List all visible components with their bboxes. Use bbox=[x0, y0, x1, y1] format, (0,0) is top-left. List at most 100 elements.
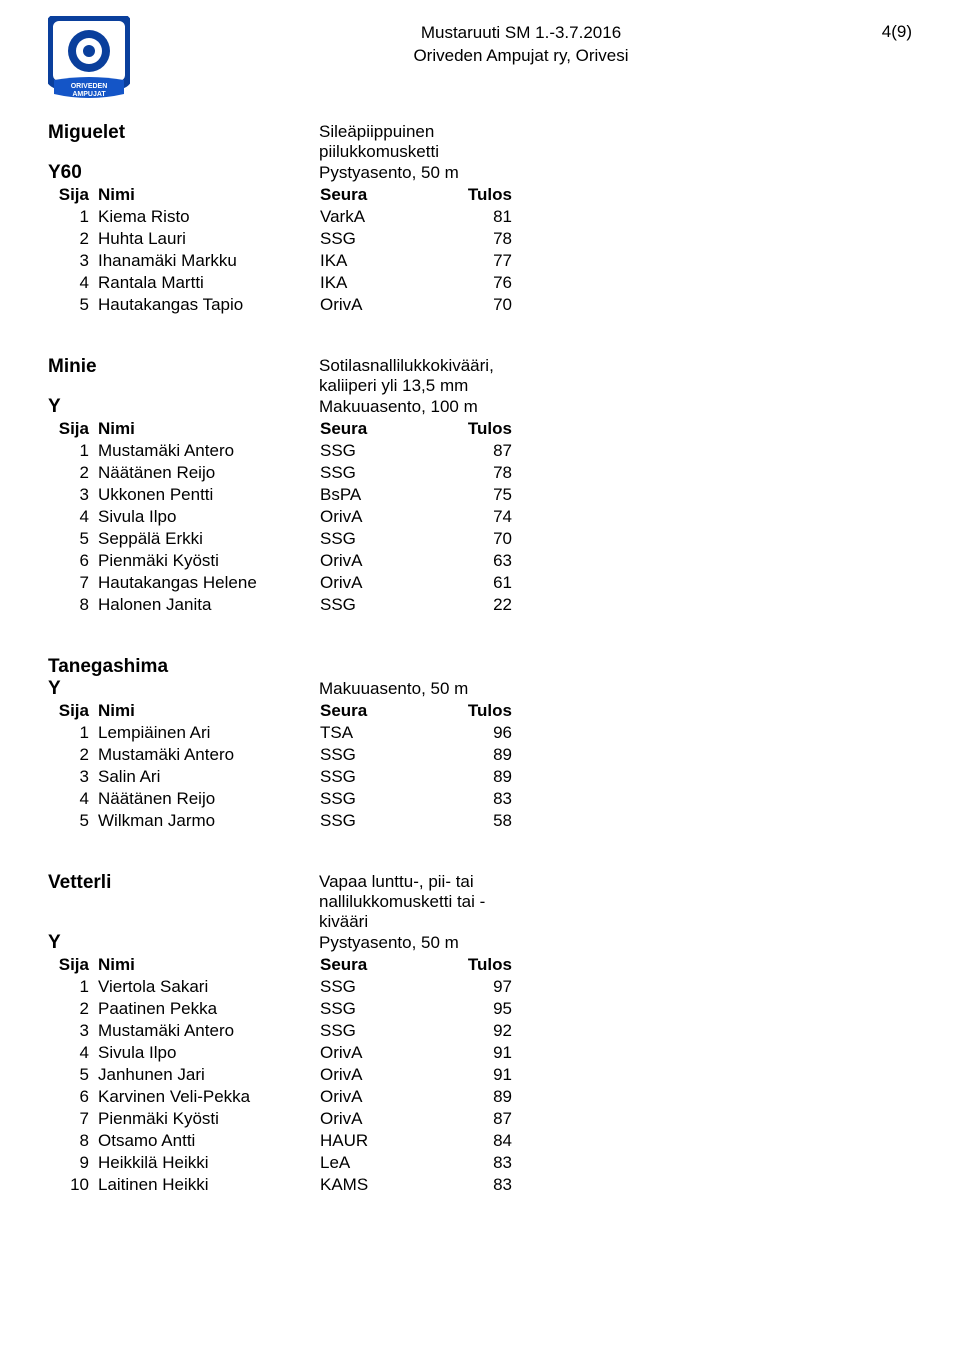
col-header-seura: Seura bbox=[319, 184, 431, 206]
cell-tulos: 83 bbox=[431, 1152, 513, 1174]
cell-nimi: Seppälä Erkki bbox=[97, 528, 319, 550]
table-row: 4Sivula IlpoOrivA91 bbox=[48, 1042, 513, 1064]
cell-tulos: 77 bbox=[431, 250, 513, 272]
col-header-nimi: Nimi bbox=[97, 700, 319, 722]
cell-nimi: Sivula Ilpo bbox=[97, 506, 319, 528]
event-name: Minie bbox=[48, 356, 319, 396]
col-header-seura: Seura bbox=[319, 954, 431, 976]
cell-sija: 6 bbox=[48, 550, 97, 572]
cell-sija: 5 bbox=[48, 1064, 97, 1086]
col-header-tulos: Tulos bbox=[431, 954, 513, 976]
cell-seura: SSG bbox=[319, 810, 431, 832]
cell-sija: 3 bbox=[48, 484, 97, 506]
table-row: 3Ukkonen PenttiBsPA75 bbox=[48, 484, 513, 506]
table-row: 8Otsamo AnttiHAUR84 bbox=[48, 1130, 513, 1152]
header-line2: Oriveden Ampujat ry, Orivesi bbox=[130, 45, 912, 68]
svg-text:ORIVEDEN: ORIVEDEN bbox=[71, 83, 108, 90]
cell-tulos: 97 bbox=[431, 976, 513, 998]
cell-nimi: Janhunen Jari bbox=[97, 1064, 319, 1086]
table-row: 5Janhunen JariOrivA91 bbox=[48, 1064, 513, 1086]
cell-sija: 3 bbox=[48, 1020, 97, 1042]
cell-seura: OrivA bbox=[319, 294, 431, 316]
club-logo: ORIVEDEN AMPUJAT bbox=[48, 16, 130, 104]
header-line1: Mustaruuti SM 1.-3.7.2016 bbox=[130, 22, 912, 45]
cell-sija: 1 bbox=[48, 722, 97, 744]
cell-seura: KAMS bbox=[319, 1174, 431, 1196]
col-header-sija: Sija bbox=[48, 184, 97, 206]
cell-seura: SSG bbox=[319, 440, 431, 462]
cell-tulos: 22 bbox=[431, 594, 513, 616]
col-header-seura: Seura bbox=[319, 700, 431, 722]
cell-nimi: Viertola Sakari bbox=[97, 976, 319, 998]
cell-nimi: Paatinen Pekka bbox=[97, 998, 319, 1020]
cell-sija: 5 bbox=[48, 294, 97, 316]
table-row: 1Kiema RistoVarkA81 bbox=[48, 206, 513, 228]
header-title-block: Mustaruuti SM 1.-3.7.2016 Oriveden Ampuj… bbox=[130, 16, 912, 68]
cell-tulos: 96 bbox=[431, 722, 513, 744]
cell-tulos: 84 bbox=[431, 1130, 513, 1152]
cell-seura: BsPA bbox=[319, 484, 431, 506]
cell-nimi: Näätänen Reijo bbox=[97, 788, 319, 810]
cell-seura: SSG bbox=[319, 462, 431, 484]
event-name: Miguelet bbox=[48, 122, 319, 162]
cell-seura: SSG bbox=[319, 528, 431, 550]
cell-sija: 8 bbox=[48, 1130, 97, 1152]
cell-nimi: Lempiäinen Ari bbox=[97, 722, 319, 744]
cell-seura: OrivA bbox=[319, 1042, 431, 1064]
table-row: 5Wilkman JarmoSSG58 bbox=[48, 810, 513, 832]
cell-seura: OrivA bbox=[319, 1086, 431, 1108]
cell-nimi: Näätänen Reijo bbox=[97, 462, 319, 484]
cell-tulos: 63 bbox=[431, 550, 513, 572]
cell-sija: 3 bbox=[48, 766, 97, 788]
table-row: 2Paatinen PekkaSSG95 bbox=[48, 998, 513, 1020]
cell-tulos: 75 bbox=[431, 484, 513, 506]
table-row: 1Mustamäki AnteroSSG87 bbox=[48, 440, 513, 462]
event-description bbox=[319, 656, 513, 678]
cell-sija: 4 bbox=[48, 1042, 97, 1064]
cell-tulos: 83 bbox=[431, 788, 513, 810]
cell-tulos: 92 bbox=[431, 1020, 513, 1042]
table-row: 6Pienmäki KyöstiOrivA63 bbox=[48, 550, 513, 572]
cell-nimi: Ihanamäki Markku bbox=[97, 250, 319, 272]
cell-tulos: 89 bbox=[431, 744, 513, 766]
cell-nimi: Huhta Lauri bbox=[97, 228, 319, 250]
results-section: MigueletSileäpiippuinen piilukkomusketti… bbox=[48, 122, 912, 316]
table-row: 3Mustamäki AnteroSSG92 bbox=[48, 1020, 513, 1042]
cell-sija: 4 bbox=[48, 506, 97, 528]
table-row: 7Pienmäki KyöstiOrivA87 bbox=[48, 1108, 513, 1130]
cell-nimi: Laitinen Heikki bbox=[97, 1174, 319, 1196]
cell-seura: OrivA bbox=[319, 1108, 431, 1130]
cell-nimi: Hautakangas Helene bbox=[97, 572, 319, 594]
class-name: Y60 bbox=[48, 162, 319, 184]
table-row: 3Salin AriSSG89 bbox=[48, 766, 513, 788]
cell-seura: SSG bbox=[319, 998, 431, 1020]
cell-tulos: 83 bbox=[431, 1174, 513, 1196]
cell-seura: IKA bbox=[319, 250, 431, 272]
page-header: ORIVEDEN AMPUJAT Mustaruuti SM 1.-3.7.20… bbox=[48, 16, 912, 104]
cell-sija: 6 bbox=[48, 1086, 97, 1108]
cell-nimi: Heikkilä Heikki bbox=[97, 1152, 319, 1174]
cell-seura: SSG bbox=[319, 976, 431, 998]
cell-seura: TSA bbox=[319, 722, 431, 744]
class-name: Y bbox=[48, 678, 319, 700]
table-row: 4Sivula IlpoOrivA74 bbox=[48, 506, 513, 528]
event-name: Vetterli bbox=[48, 872, 319, 932]
cell-seura: SSG bbox=[319, 1020, 431, 1042]
cell-tulos: 89 bbox=[431, 1086, 513, 1108]
table-row: 1Lempiäinen AriTSA96 bbox=[48, 722, 513, 744]
results-table: VetterliVapaa lunttu-, pii- tai nalliluk… bbox=[48, 872, 513, 1196]
col-header-tulos: Tulos bbox=[431, 700, 513, 722]
class-description: Pystyasento, 50 m bbox=[319, 932, 513, 954]
cell-tulos: 61 bbox=[431, 572, 513, 594]
col-header-tulos: Tulos bbox=[431, 418, 513, 440]
cell-nimi: Pienmäki Kyösti bbox=[97, 1108, 319, 1130]
cell-sija: 8 bbox=[48, 594, 97, 616]
cell-nimi: Sivula Ilpo bbox=[97, 1042, 319, 1064]
cell-nimi: Pienmäki Kyösti bbox=[97, 550, 319, 572]
cell-nimi: Ukkonen Pentti bbox=[97, 484, 319, 506]
cell-sija: 7 bbox=[48, 572, 97, 594]
table-row: 4Näätänen ReijoSSG83 bbox=[48, 788, 513, 810]
table-row: 5Hautakangas TapioOrivA70 bbox=[48, 294, 513, 316]
class-name: Y bbox=[48, 396, 319, 418]
cell-sija: 3 bbox=[48, 250, 97, 272]
